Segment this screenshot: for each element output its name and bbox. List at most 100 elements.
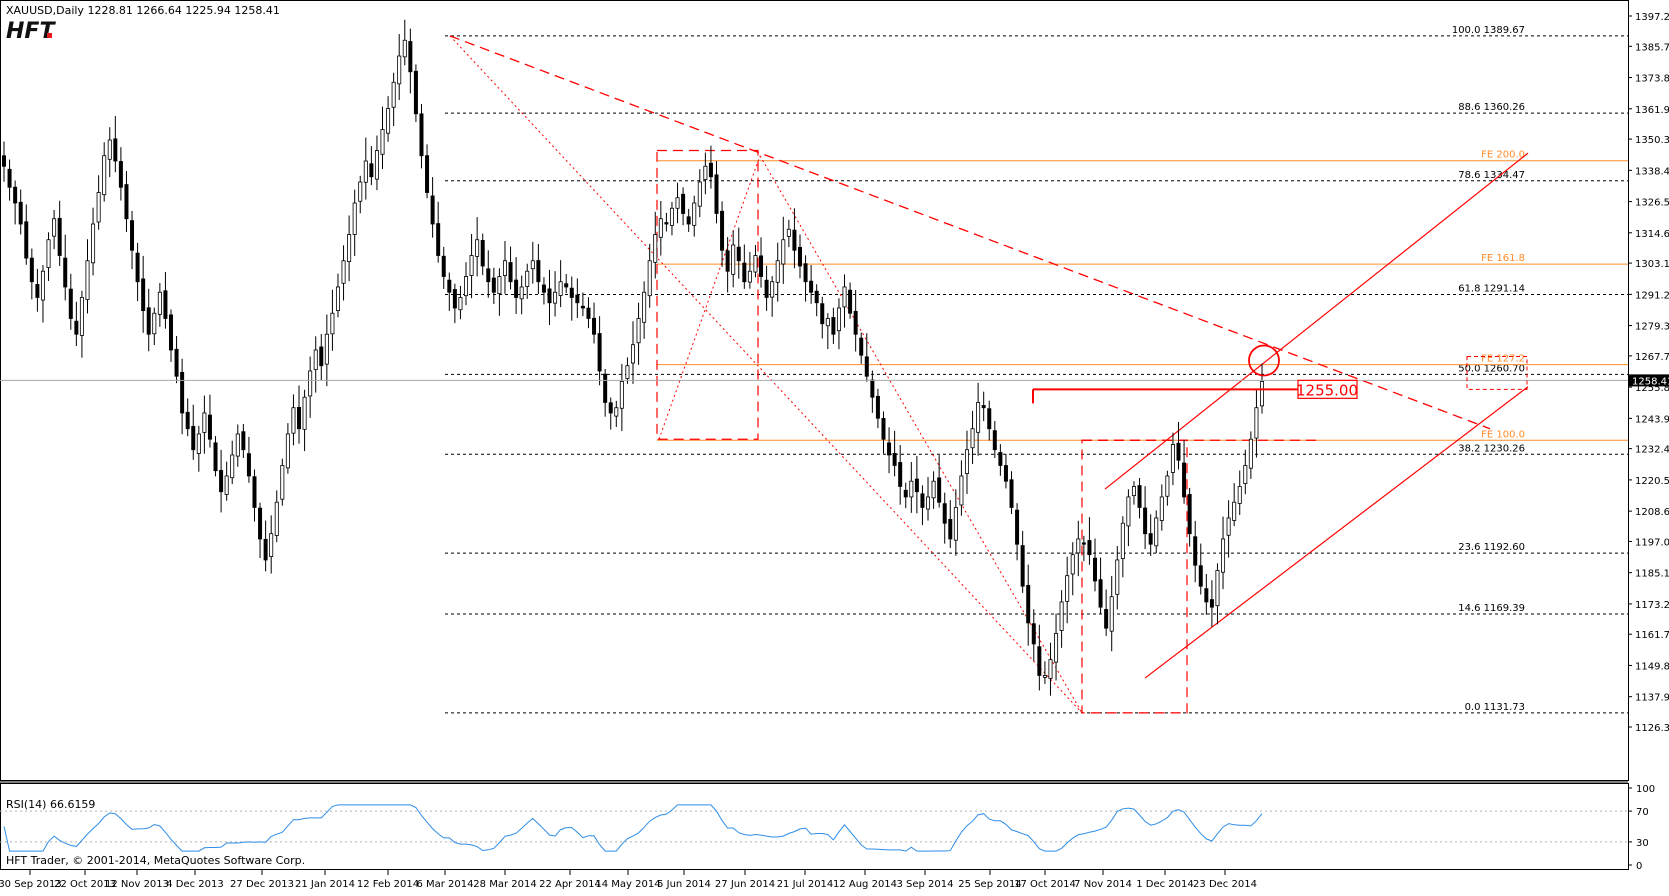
dashed-downtrend-line[interactable] xyxy=(449,35,1491,430)
dotted-diagonal-line[interactable] xyxy=(658,155,761,440)
time-tick-label: 23 Dec 2014 xyxy=(1193,879,1257,890)
candle-body xyxy=(753,255,758,273)
candle-body xyxy=(1260,381,1265,407)
lower-channel-line[interactable] xyxy=(1144,386,1529,679)
candle-body xyxy=(52,218,57,237)
candle-body xyxy=(291,407,296,434)
price-tick-label: 1338.45 xyxy=(1635,166,1669,177)
dashed-box[interactable] xyxy=(656,149,759,440)
candle-body xyxy=(625,365,630,379)
fe-level-label: FE 127.2 xyxy=(1481,354,1525,365)
candle-body xyxy=(196,433,201,454)
candle-body xyxy=(770,281,775,298)
price-tick-label: 1385.70 xyxy=(1635,42,1669,53)
candle-body xyxy=(1009,479,1014,508)
candle-body xyxy=(497,276,502,295)
candle-body xyxy=(475,239,480,257)
time-tick-label: 17 Oct 2014 xyxy=(1014,879,1076,890)
candle-body xyxy=(1076,538,1081,554)
candle-body xyxy=(486,268,491,283)
fibonacci-levels[interactable]: 100.0 1389.67 88.6 1360.26 78.6 1334.47 61.… xyxy=(445,25,1628,714)
time-tick-label: 27 Jun 2014 xyxy=(715,879,775,890)
candle-body xyxy=(402,39,407,58)
candle-body xyxy=(413,70,418,115)
candle-body xyxy=(514,279,519,298)
candle-body xyxy=(91,223,96,264)
candle-body xyxy=(436,223,441,256)
price-tick-label: 1291.20 xyxy=(1635,290,1669,301)
time-tick-label: 4 Dec 2013 xyxy=(166,879,224,890)
candle-body xyxy=(1204,588,1209,603)
candle-body xyxy=(653,234,658,263)
candle-body xyxy=(664,222,669,225)
candle-body xyxy=(909,480,914,498)
candle-body xyxy=(1087,540,1092,556)
candle-body xyxy=(681,193,686,214)
rsi-tick-label: 70 xyxy=(1636,807,1649,818)
candle-body xyxy=(697,181,702,207)
candle-body xyxy=(374,150,379,180)
time-tick-label: 30 Sep 2013 xyxy=(0,879,62,890)
candle-body xyxy=(213,442,218,472)
dashed-target-box[interactable] xyxy=(1466,356,1528,390)
candle-body xyxy=(809,280,814,293)
candle-body xyxy=(324,333,329,365)
fibonacci-expansion-levels[interactable]: FE 200.0 FE 161.8 FE 127.2 FE 100.0 xyxy=(657,150,1628,441)
candle-body xyxy=(1193,536,1198,566)
candle-body xyxy=(219,470,224,493)
candle-body xyxy=(258,507,263,540)
dotted-diagonal-line[interactable] xyxy=(449,35,1083,714)
price-tick-label: 1173.25 xyxy=(1635,600,1669,611)
candle-body xyxy=(820,303,825,325)
candle-body xyxy=(1020,545,1025,587)
candle-body xyxy=(1003,465,1008,482)
candle-body xyxy=(541,284,546,293)
rsi-line[interactable] xyxy=(3,804,1263,852)
highlight-circle[interactable] xyxy=(1248,344,1280,377)
candle-body xyxy=(79,297,84,336)
price-tick-label: 1303.10 xyxy=(1635,259,1669,270)
candle-body xyxy=(469,255,474,276)
candle-body xyxy=(35,284,40,298)
candle-body xyxy=(335,286,340,312)
candle-body xyxy=(675,197,680,209)
fib-level-label: 78.6 1334.47 xyxy=(1458,170,1525,181)
candle-body xyxy=(280,465,285,500)
time-tick-label: 21 Jul 2014 xyxy=(777,879,834,890)
candle-body xyxy=(386,108,391,134)
candle-body xyxy=(185,411,190,430)
time-tick-label: 22 Apr 2014 xyxy=(539,879,601,890)
candle-body xyxy=(1243,465,1248,485)
candle-body xyxy=(786,228,791,237)
time-tick-label: 6 Mar 2014 xyxy=(416,879,473,890)
candle-body xyxy=(580,305,585,309)
price-tick-label: 1197.05 xyxy=(1635,537,1669,548)
candle-body xyxy=(207,414,212,440)
candle-body xyxy=(330,312,335,335)
price-tick-label: 1350.35 xyxy=(1635,135,1669,146)
candle-body xyxy=(57,217,62,256)
upper-channel-line[interactable] xyxy=(1104,152,1529,490)
candle-body xyxy=(1037,646,1042,676)
candles xyxy=(2,19,1265,696)
time-tick-label: 1 Dec 2014 xyxy=(1136,879,1194,890)
candle-body xyxy=(931,480,936,499)
price-tick-label: 1126.35 xyxy=(1635,723,1669,734)
candle-body xyxy=(553,291,558,304)
candle-body xyxy=(425,155,430,193)
candle-body xyxy=(797,246,802,267)
candle-body xyxy=(113,138,118,162)
annotations[interactable]: 1255.00 xyxy=(1032,344,1528,404)
candle-body xyxy=(85,260,90,300)
candle-body xyxy=(636,318,641,344)
candle-body xyxy=(759,255,764,277)
candle-body xyxy=(246,453,251,477)
candle-body xyxy=(157,291,162,315)
candle-body xyxy=(502,260,507,276)
candle-body xyxy=(1221,538,1226,573)
candle-body xyxy=(658,218,663,238)
candle-body xyxy=(1137,485,1142,508)
candle-body xyxy=(903,489,908,498)
candle-body xyxy=(347,234,352,262)
